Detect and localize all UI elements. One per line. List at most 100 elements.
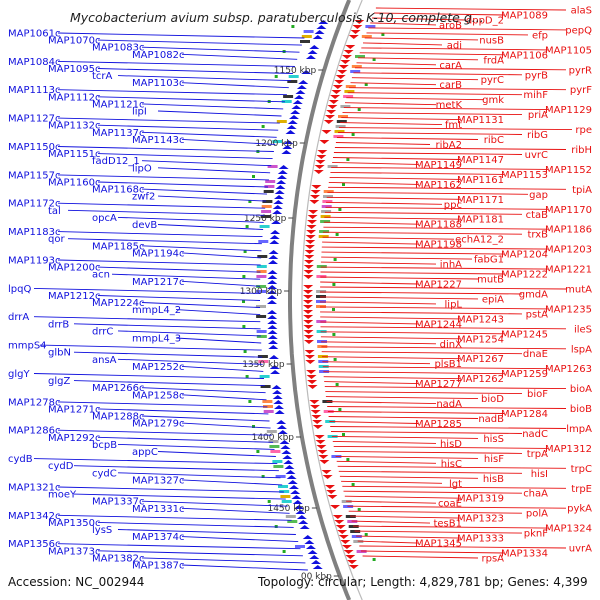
left-label-line	[117, 529, 296, 535]
reverse-gene-arrow	[311, 185, 322, 189]
reverse-gene-arrow	[327, 105, 338, 109]
left-label-line	[141, 557, 306, 564]
forward-gene-arrow	[276, 180, 287, 184]
left-label-line	[33, 316, 261, 323]
right-label-line	[323, 221, 419, 225]
forward-gene-arrow	[285, 470, 296, 474]
forward-gene-arrow	[312, 565, 323, 569]
right-label-line	[328, 186, 567, 190]
gene-label-right: hisS	[483, 434, 504, 445]
forward-gene-arrow	[267, 270, 278, 274]
gene-label-right: ribH	[571, 145, 592, 156]
gene-label-right: MAP1345	[415, 539, 462, 550]
annotation-block-right	[321, 205, 332, 208]
gene-label-left: cydC	[92, 468, 117, 479]
gene-label-right: uvrC	[525, 150, 548, 161]
annotation-block-left	[256, 270, 267, 273]
annotation-block-left	[256, 305, 266, 308]
gene-label-left: zwf2	[132, 192, 155, 203]
gene-label-left: tcrA	[92, 71, 113, 82]
reverse-gene-arrow	[321, 470, 332, 474]
left-label-line	[57, 486, 284, 493]
annotation-block-right	[343, 95, 354, 98]
left-label-line	[57, 543, 301, 550]
forward-gene-arrow	[267, 335, 278, 339]
reverse-gene-arrow	[335, 525, 346, 529]
reverse-gene-arrow	[328, 100, 339, 104]
gene-label-right: pepQ	[565, 25, 592, 36]
reverse-gene-arrow	[319, 140, 330, 144]
left-label-line	[181, 53, 298, 60]
tick-label: 1450 kbp	[267, 504, 310, 514]
gene-label-right: MAP1204	[501, 250, 548, 261]
left-label-line	[97, 96, 286, 103]
gc-marker	[252, 175, 255, 178]
right-label-line	[320, 331, 505, 335]
gene-label-left: MAP1132c	[48, 121, 100, 132]
annotation-block-right	[316, 290, 327, 293]
forward-gene-arrow	[312, 35, 323, 39]
gene-label-left: MAP1083c	[92, 43, 144, 54]
left-label-line	[117, 358, 263, 365]
gene-label-right: nadC	[522, 429, 548, 440]
annotation-block-right	[336, 120, 347, 123]
gc-marker	[291, 25, 295, 28]
gene-label-right: trxB	[527, 230, 548, 241]
gene-label-right: MAP1222	[501, 270, 548, 281]
annotation-block-right	[319, 230, 330, 233]
left-label-line	[33, 287, 261, 294]
gene-label-right: dnaE	[523, 349, 548, 360]
forward-gene-arrow	[286, 475, 297, 479]
annotation-block-left	[267, 165, 278, 168]
annotation-block-right	[322, 200, 333, 203]
left-label-line	[97, 266, 261, 273]
right-label-line	[333, 445, 549, 449]
annotation-block-left	[272, 140, 283, 143]
annotation-block-right	[335, 125, 346, 128]
left-label-line	[117, 443, 275, 450]
left-label-line	[39, 344, 262, 351]
right-label-line	[366, 32, 529, 36]
right-label-line	[342, 112, 523, 116]
gc-marker	[252, 425, 255, 428]
right-label-line	[334, 147, 567, 150]
gene-label-right: MAP1198	[415, 240, 462, 251]
right-label-line	[324, 386, 567, 390]
forward-gene-arrow	[268, 345, 279, 349]
gene-label-left: MAP1279c	[132, 419, 184, 430]
forward-gene-arrow	[267, 285, 278, 289]
annotation-block-right	[361, 35, 372, 38]
gc-marker	[335, 233, 339, 236]
right-label-line	[346, 97, 485, 101]
left-label-line	[181, 252, 262, 259]
annotation-block-left	[281, 100, 292, 103]
annotation-block-right	[323, 190, 334, 193]
gc-marker	[261, 125, 265, 128]
annotation-block-left	[278, 485, 288, 488]
left-label-line	[141, 415, 270, 422]
reverse-gene-arrow	[307, 220, 318, 224]
left-label-line	[57, 60, 296, 67]
left-label-line	[97, 39, 302, 46]
right-label-line	[320, 271, 505, 275]
gene-label-left: MAP1200c	[48, 263, 100, 274]
gene-label-left: mmpL4_3	[132, 334, 181, 345]
annotation-block-left	[287, 520, 298, 523]
reverse-gene-arrow	[354, 20, 365, 24]
right-label-line	[357, 540, 419, 544]
gene-label-right: ctaB	[526, 210, 549, 221]
right-label-line	[324, 216, 461, 220]
annotation-block-left	[272, 460, 283, 463]
left-label-line	[97, 295, 261, 301]
forward-gene-arrow	[280, 445, 291, 449]
gene-label-right: coaE	[438, 499, 462, 510]
annotation-block-left	[281, 500, 292, 503]
reverse-gene-arrow	[303, 305, 314, 309]
gene-label-right: pyrF	[570, 85, 592, 96]
right-label-line	[359, 545, 567, 549]
forward-gene-arrow	[294, 95, 305, 99]
forward-gene-arrow	[291, 495, 302, 499]
right-label-line	[349, 87, 567, 91]
gc-marker	[248, 200, 252, 203]
reverse-gene-arrow	[313, 170, 324, 174]
